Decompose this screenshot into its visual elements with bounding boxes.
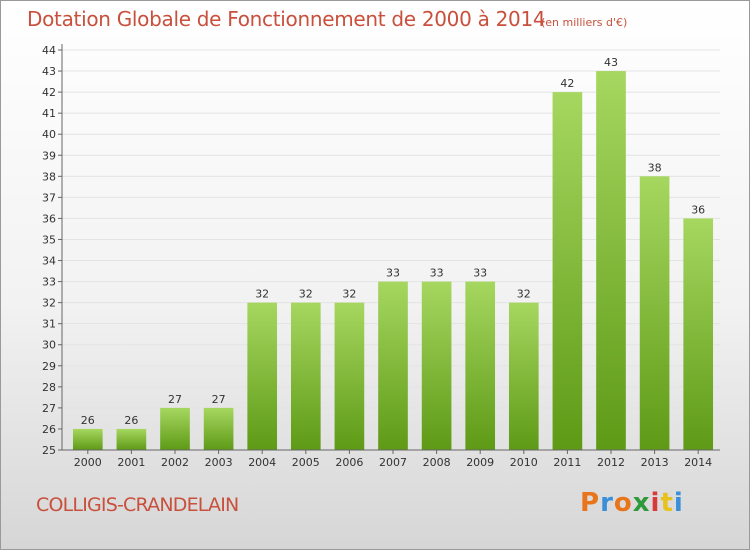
x-tick-label: 2011 <box>553 456 581 469</box>
y-tick-label: 33 <box>42 276 56 289</box>
proxiti-logo: Proxiti <box>580 488 684 518</box>
place-name: COLLIGIS-CRANDELAIN <box>36 494 239 516</box>
y-tick-label: 30 <box>42 339 56 352</box>
bar-value-label: 43 <box>604 56 618 69</box>
bar <box>160 407 190 450</box>
bar <box>334 302 365 450</box>
bar <box>639 176 670 450</box>
y-tick-label: 28 <box>42 381 56 394</box>
logo-letter: x <box>632 488 651 518</box>
x-tick-label: 2012 <box>597 456 625 469</box>
logo-letter: i <box>650 488 661 518</box>
y-tick-label: 35 <box>42 233 56 246</box>
y-tick-label: 39 <box>42 149 56 162</box>
x-tick-label: 2007 <box>379 456 407 469</box>
bar <box>552 92 583 451</box>
x-tick-label: 2006 <box>335 456 363 469</box>
x-tick-label: 2005 <box>292 456 320 469</box>
bar <box>596 71 626 450</box>
bar-value-label: 32 <box>255 288 269 301</box>
logo-letter: t <box>660 488 674 518</box>
y-tick-label: 26 <box>42 423 56 436</box>
x-tick-label: 2000 <box>74 456 102 469</box>
bar <box>290 302 321 450</box>
y-tick-label: 36 <box>42 212 56 225</box>
bar-value-label: 27 <box>168 393 182 406</box>
bar-value-label: 42 <box>560 77 574 90</box>
y-tick-label: 32 <box>42 297 56 310</box>
x-tick-label: 2004 <box>248 456 276 469</box>
y-tick-label: 34 <box>42 255 56 268</box>
logo-letter: r <box>600 488 614 518</box>
y-tick-label: 41 <box>42 107 56 120</box>
y-tick-label: 37 <box>42 191 56 204</box>
x-tick-label: 2010 <box>510 456 538 469</box>
x-tick-label: 2001 <box>117 456 145 469</box>
bar <box>378 281 408 450</box>
bar-value-label: 36 <box>691 203 705 216</box>
bar-value-label: 26 <box>124 414 138 427</box>
x-tick-label: 2002 <box>161 456 189 469</box>
bar-value-label: 38 <box>648 161 662 174</box>
y-tick-label: 43 <box>42 65 56 78</box>
bar-value-label: 32 <box>342 288 356 301</box>
y-tick-label: 44 <box>42 44 56 57</box>
bar-value-label: 27 <box>212 393 226 406</box>
bar <box>72 428 103 450</box>
chart-title: Dotation Globale de Fonctionnement de 20… <box>27 7 546 31</box>
x-tick-label: 2013 <box>641 456 669 469</box>
x-tick-label: 2014 <box>684 456 712 469</box>
bar-value-label: 33 <box>473 267 487 280</box>
logo-letter: o <box>613 488 633 518</box>
bar-value-label: 33 <box>386 267 400 280</box>
bar-value-label: 33 <box>430 267 444 280</box>
logo-letter: i <box>673 488 684 518</box>
axes: 25 26 27 28 29 30 31 32 33 34 35 36 37 38 39 40 41 42 43 44… <box>42 44 720 469</box>
x-tick-label: 2008 <box>423 456 451 469</box>
bar <box>203 407 234 450</box>
x-tick-label: 2003 <box>205 456 233 469</box>
bar <box>116 428 147 450</box>
bar <box>508 302 539 450</box>
bars: 26 26 27 27 32 32 32 33 33 33 32 42 43 38 36 <box>72 56 714 451</box>
bar <box>247 302 278 450</box>
y-tick-label: 29 <box>42 360 56 373</box>
bar-value-label: 32 <box>299 288 313 301</box>
bar-value-label: 32 <box>517 288 531 301</box>
chart-subtitle: (en milliers d'€) <box>541 16 628 29</box>
logo-letter: P <box>580 488 601 518</box>
y-tick-label: 42 <box>42 86 56 99</box>
y-tick-label: 27 <box>42 402 56 415</box>
bar <box>421 281 452 450</box>
y-tick-label: 40 <box>42 128 56 141</box>
bar <box>683 218 714 450</box>
bar-value-label: 26 <box>81 414 95 427</box>
bar <box>465 281 496 450</box>
y-tick-label: 31 <box>42 318 56 331</box>
y-tick-label: 38 <box>42 170 56 183</box>
x-tick-label: 2009 <box>466 456 494 469</box>
y-tick-label: 25 <box>42 444 56 457</box>
